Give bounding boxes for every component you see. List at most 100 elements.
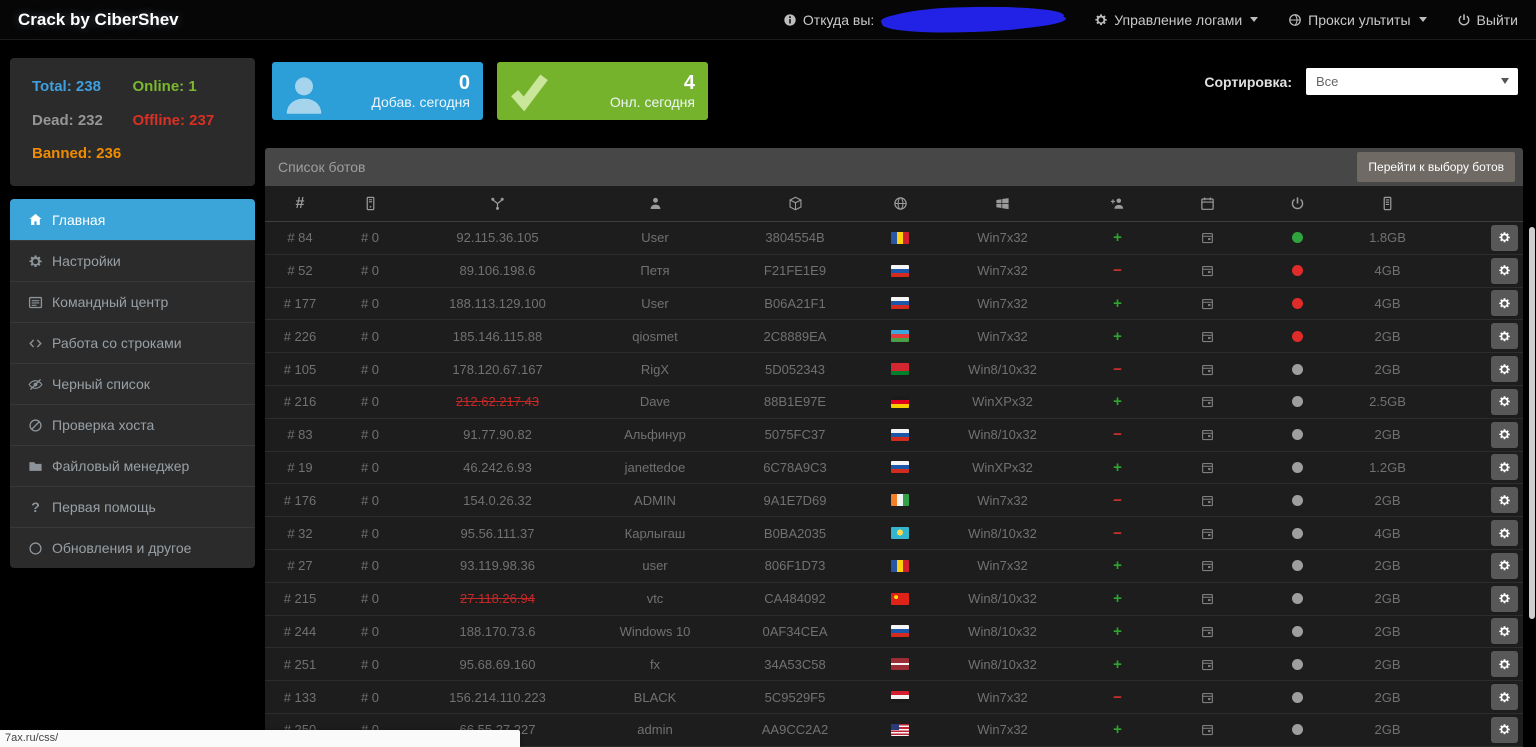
bot-hwid: AA9CC2A2 bbox=[761, 722, 829, 738]
bot-username: ADMIN bbox=[634, 492, 676, 508]
bot-id: # 52 bbox=[287, 263, 313, 279]
stat-offline: Offline: 237 bbox=[132, 111, 215, 129]
bot-settings-button[interactable] bbox=[1490, 552, 1518, 579]
stat-total: Total: 238 bbox=[32, 78, 101, 95]
bot-username: Альфинур bbox=[624, 427, 686, 443]
sidebar-item-strings[interactable]: Работа со строками bbox=[10, 322, 255, 363]
bot-hwid: 5C9529F5 bbox=[764, 689, 826, 705]
bot-settings-button[interactable] bbox=[1490, 684, 1518, 711]
bot-pc-count: # 0 bbox=[360, 689, 380, 705]
admin-rights-indicator: + bbox=[1113, 229, 1122, 247]
bots-panel: Список ботов Перейти к выбору ботов # # … bbox=[265, 148, 1523, 747]
table-row: # 32 # 0 95.56.111.37 Карлыгаш B0BA2035 … bbox=[265, 517, 1523, 550]
bot-settings-button[interactable] bbox=[1490, 487, 1518, 514]
logs-menu[interactable]: Управление логами bbox=[1094, 11, 1259, 28]
sidebar-item-command-center[interactable]: Командный центр bbox=[10, 281, 255, 322]
bot-settings-button[interactable] bbox=[1490, 454, 1518, 481]
app-brand[interactable]: Crack by CiberShev bbox=[18, 9, 179, 29]
bot-settings-button[interactable] bbox=[1490, 520, 1518, 547]
bot-ram: 2.5GB bbox=[1369, 394, 1406, 410]
bot-hwid: 9A1E7D69 bbox=[763, 492, 827, 508]
country-flag bbox=[891, 592, 909, 605]
col-header-build-cube-icon[interactable] bbox=[720, 196, 870, 211]
table-row: # 244 # 0 188.170.73.6 Windows 10 0AF34C… bbox=[265, 616, 1523, 649]
bot-username: Windows 10 bbox=[619, 623, 691, 639]
bot-pc-count: # 0 bbox=[360, 558, 380, 574]
bot-username: Петя bbox=[640, 263, 670, 279]
sidebar-item-first-aid[interactable]: ? Первая помощь bbox=[10, 486, 255, 527]
bot-username: janettedoe bbox=[624, 459, 686, 475]
col-header-ram-icon[interactable] bbox=[1340, 196, 1435, 211]
status-dot bbox=[1292, 560, 1303, 572]
bot-settings-button[interactable] bbox=[1490, 716, 1518, 743]
col-header-network-icon[interactable] bbox=[405, 196, 590, 211]
sidebar-item-file-manager[interactable]: Файловый менеджер bbox=[10, 445, 255, 486]
bot-settings-button[interactable] bbox=[1490, 618, 1518, 645]
bot-ip: 95.68.69.160 bbox=[459, 656, 536, 672]
online-today-value: 4 bbox=[683, 72, 695, 94]
navbar: Crack by CiberShev Откуда вы: Управление… bbox=[0, 0, 1536, 40]
bot-hwid: 5D052343 bbox=[765, 361, 825, 377]
scrollbar-thumb[interactable] bbox=[1529, 227, 1535, 619]
col-header-user-icon[interactable] bbox=[590, 196, 720, 211]
col-header-pc-icon[interactable] bbox=[335, 196, 405, 211]
col-header-user-plus-icon[interactable] bbox=[1075, 196, 1160, 211]
country-flag bbox=[891, 363, 909, 376]
status-dot bbox=[1292, 297, 1303, 309]
bot-settings-button[interactable] bbox=[1490, 585, 1518, 612]
logout-button[interactable]: Выйти bbox=[1457, 12, 1518, 28]
table-row: # 27 # 0 93.119.98.36 user 806F1D73 Win7… bbox=[265, 550, 1523, 583]
code-icon bbox=[29, 338, 42, 348]
bot-id: # 105 bbox=[283, 361, 317, 377]
country-flag bbox=[891, 461, 909, 474]
bot-settings-button[interactable] bbox=[1490, 257, 1518, 284]
table-row: # 176 # 0 154.0.26.32 ADMIN 9A1E7D69 Win… bbox=[265, 484, 1523, 518]
bot-settings-button[interactable] bbox=[1490, 323, 1518, 350]
bot-settings-button[interactable] bbox=[1490, 651, 1518, 678]
bot-settings-button[interactable] bbox=[1490, 356, 1518, 383]
admin-rights-indicator: + bbox=[1113, 294, 1122, 312]
go-to-bot-selection-button[interactable]: Перейти к выбору ботов bbox=[1357, 152, 1515, 182]
bot-settings-button[interactable] bbox=[1490, 224, 1518, 251]
info-icon bbox=[784, 13, 796, 26]
sidebar-item-home[interactable]: Главная bbox=[10, 199, 255, 240]
bot-ram: 2GB bbox=[1374, 361, 1401, 377]
bot-ip: 46.242.6.93 bbox=[463, 459, 532, 475]
country-flag bbox=[891, 428, 909, 441]
sidebar-item-host-check[interactable]: Проверка хоста bbox=[10, 404, 255, 445]
col-header-windows-icon[interactable] bbox=[930, 196, 1075, 211]
bot-ram: 2GB bbox=[1374, 492, 1401, 508]
country-flag bbox=[891, 625, 909, 638]
calendar-icon bbox=[1160, 231, 1255, 244]
col-header-globe-icon[interactable] bbox=[870, 196, 930, 211]
country-flag bbox=[891, 723, 909, 736]
sidebar-item-settings[interactable]: Настройки bbox=[10, 240, 255, 281]
logs-menu-label: Управление логами bbox=[1114, 11, 1243, 28]
bot-hwid: B0BA2035 bbox=[763, 525, 827, 541]
sidebar: Total: 238 Online: 1 Dead: 232 Offline: … bbox=[10, 58, 255, 568]
proxy-menu[interactable]: Прокси ультиты bbox=[1288, 12, 1427, 28]
bot-id: # 177 bbox=[283, 295, 317, 311]
online-today-card: 4 Онл. сегодня bbox=[497, 62, 708, 120]
bot-settings-button[interactable] bbox=[1490, 290, 1518, 317]
calendar-icon bbox=[1160, 592, 1255, 605]
bot-settings-button[interactable] bbox=[1490, 388, 1518, 415]
check-icon bbox=[497, 62, 561, 120]
country-flag bbox=[891, 691, 909, 704]
calendar-icon bbox=[1160, 691, 1255, 704]
bot-ip: 212.62.217.43 bbox=[455, 394, 540, 410]
status-dot bbox=[1292, 232, 1303, 244]
bot-username: User bbox=[641, 230, 669, 246]
table-row: # 215 # 0 27.118.26.94 vtc CA484092 Win8… bbox=[265, 583, 1523, 616]
command-list-icon bbox=[28, 296, 43, 308]
col-header-power-icon[interactable] bbox=[1255, 196, 1340, 211]
sidebar-item-blacklist[interactable]: Черный список bbox=[10, 363, 255, 404]
bot-ip: 185.146.115.88 bbox=[452, 328, 543, 344]
col-header-calendar-icon[interactable] bbox=[1160, 196, 1255, 211]
bot-settings-button[interactable] bbox=[1490, 421, 1518, 448]
country-flag bbox=[891, 559, 909, 572]
admin-rights-indicator: − bbox=[1113, 360, 1122, 378]
col-header-index-icon[interactable]: # bbox=[295, 194, 305, 212]
sidebar-item-updates[interactable]: Обновления и другое bbox=[10, 527, 255, 568]
sort-select[interactable]: Все bbox=[1306, 68, 1518, 95]
